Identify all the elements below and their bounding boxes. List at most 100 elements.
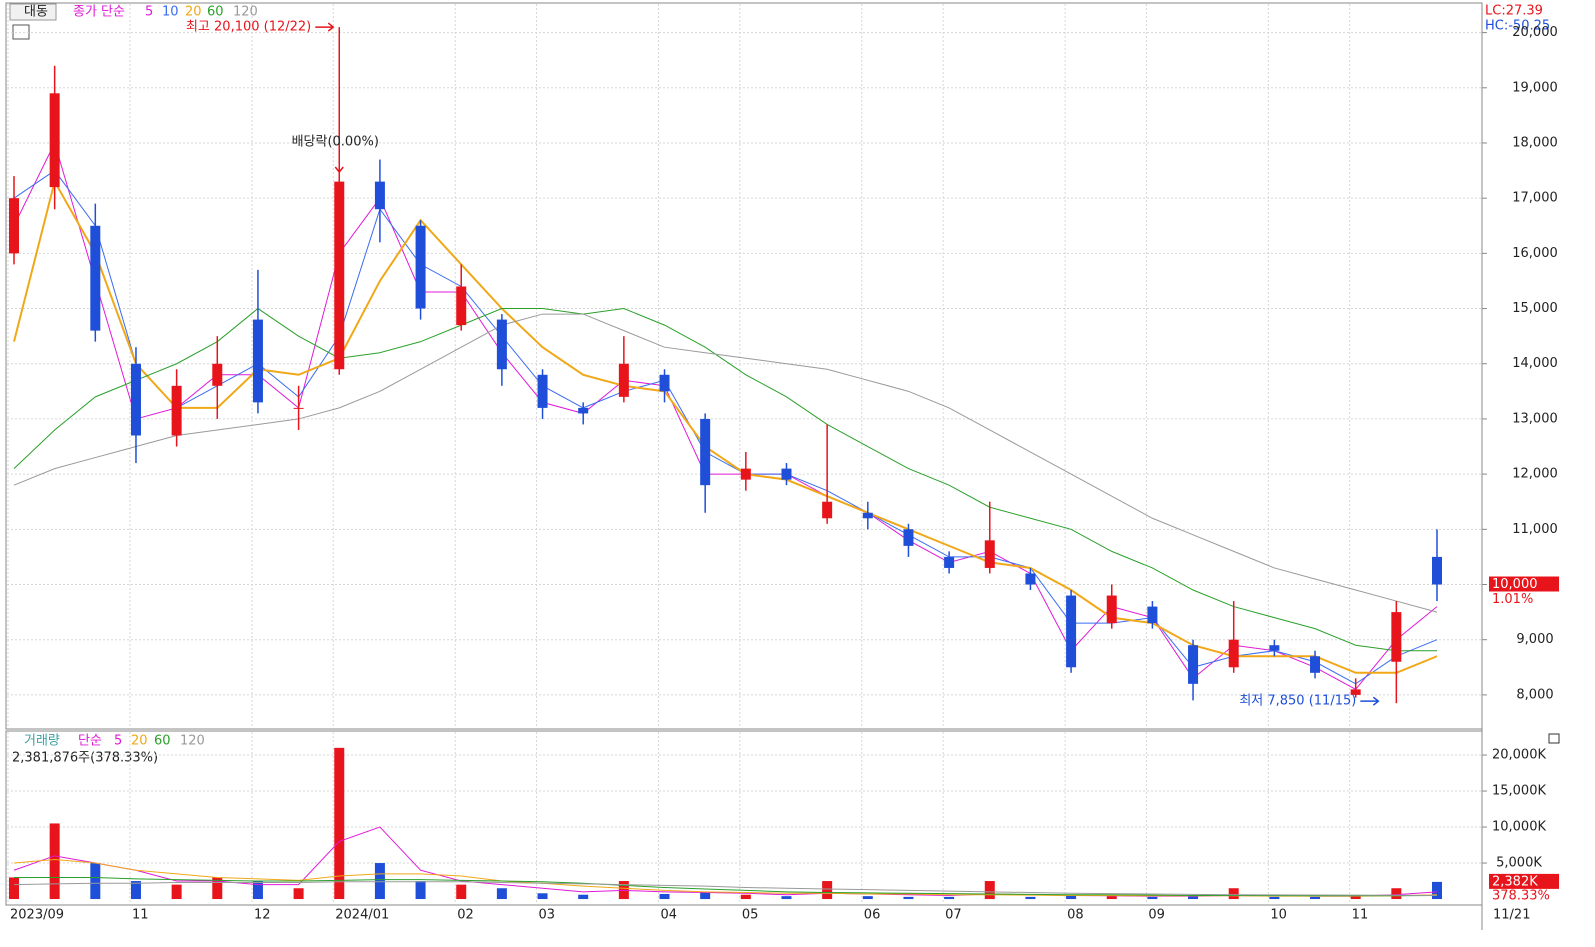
x-tick-label: 06	[864, 908, 881, 923]
volume-bar	[212, 877, 223, 900]
x-tick-label: 10	[1270, 908, 1287, 923]
x-tick-label: 05	[742, 908, 759, 923]
low-arrow	[1360, 696, 1380, 706]
title-box[interactable]	[9, 3, 57, 21]
x-tick-label: 2023/09	[10, 908, 64, 923]
candle-body	[1025, 573, 1036, 585]
hc-label: HC:-50.25	[1485, 19, 1550, 34]
candle-body	[822, 501, 833, 519]
volume-title: 거래량	[24, 734, 60, 749]
y-tick-label: 15,000K	[1492, 784, 1546, 799]
candle-body	[659, 374, 670, 392]
current-price-box	[1489, 576, 1559, 592]
volume-bar	[9, 877, 19, 900]
current-volume-label: 2,382K	[1492, 874, 1538, 889]
lc-label: LC:27.39	[1485, 4, 1543, 19]
candle-body	[862, 512, 873, 519]
volume-legend-label: 단순	[78, 734, 102, 749]
close-button[interactable]	[1548, 733, 1560, 744]
legend-entry: 60	[207, 5, 224, 20]
x-tick-label: 12	[254, 908, 271, 923]
candle-body	[740, 468, 751, 480]
volume-bar	[537, 893, 548, 900]
table-icon[interactable]	[12, 24, 30, 40]
x-tick-label: 08	[1067, 908, 1084, 923]
current-volume-box	[1489, 873, 1559, 889]
volume-bar	[1391, 888, 1402, 900]
ex-dividend-arrow	[334, 152, 344, 174]
y-tick-label: 12,000	[1512, 467, 1558, 482]
candle-body	[374, 181, 385, 210]
y-tick-label: 14,000	[1512, 356, 1558, 371]
candle-body	[1066, 595, 1077, 668]
volume-bar	[293, 888, 304, 900]
volume-bar	[171, 884, 182, 900]
volume-bar	[1066, 894, 1077, 900]
volume-info: 2,381,876주(378.33%)	[12, 751, 158, 766]
legend-entry: 60	[154, 734, 171, 749]
volume-bar	[1228, 888, 1239, 900]
candle-body	[1147, 606, 1158, 624]
candle-body	[1188, 645, 1199, 684]
volume-bar	[984, 881, 995, 900]
candle-body	[456, 286, 467, 326]
x-tick-label: 11	[1352, 908, 1369, 923]
candle-body	[700, 418, 711, 486]
candle-body	[1269, 645, 1280, 651]
y-tick-label: 10,000K	[1492, 820, 1546, 835]
y-tick-label: 9,000	[1516, 632, 1553, 647]
legend-entry: 120	[180, 734, 205, 749]
volume-bar	[1269, 896, 1280, 900]
volume-bar	[781, 896, 792, 900]
x-tick-label: 11/21	[1493, 908, 1530, 923]
legend-label: 종가 단순	[73, 5, 125, 20]
moving-average-line	[13, 307, 1437, 652]
x-tick-label: 2024/01	[335, 908, 389, 923]
volume-bar	[578, 894, 589, 900]
volume-bar	[1106, 896, 1117, 900]
y-tick-label: 19,000	[1512, 80, 1558, 95]
volume-bar	[944, 896, 955, 900]
candle-body	[415, 225, 426, 309]
x-tick-label: 11	[132, 908, 149, 923]
current-change-label: 1.01%	[1492, 592, 1533, 607]
candle-body	[1350, 689, 1361, 695]
y-tick-label: 20,000	[1512, 25, 1558, 40]
volume-bar	[374, 863, 385, 900]
volume-bar	[659, 894, 670, 900]
candle-body	[1228, 639, 1239, 668]
candle-body	[781, 468, 792, 480]
y-tick-label: 8,000	[1516, 687, 1553, 702]
legend-entry: 120	[233, 5, 258, 20]
moving-average-line	[13, 313, 1438, 613]
legend-entry: 10	[162, 5, 179, 20]
volume-bar	[1025, 896, 1036, 900]
candle-body	[1106, 595, 1117, 624]
candle-body	[1432, 556, 1442, 585]
y-tick-label: 16,000	[1512, 246, 1558, 261]
volume-bar	[130, 881, 141, 900]
candle-body	[496, 319, 507, 370]
x-tick-label: 02	[457, 908, 474, 923]
volume-bar	[252, 881, 263, 900]
volume-bar	[496, 888, 507, 900]
y-tick-label: 18,000	[1512, 135, 1558, 150]
legend-entry: 5	[145, 5, 153, 20]
y-tick-label: 11,000	[1512, 522, 1558, 537]
y-tick-label: 15,000	[1512, 301, 1558, 316]
candle-body	[212, 363, 223, 386]
volume-bar	[456, 884, 467, 900]
ex-dividend-annotation: 배당락(0.00%)	[292, 135, 379, 150]
volume-bar	[415, 881, 426, 900]
volume-bar	[90, 863, 101, 900]
candle-body	[334, 181, 345, 370]
volume-bar	[822, 881, 833, 900]
volume-bar	[1432, 881, 1442, 900]
volume-average-line	[14, 876, 1438, 897]
volume-bar	[700, 891, 711, 900]
candle-body	[293, 407, 304, 409]
y-tick-label: 5,000K	[1496, 856, 1542, 871]
volume-bar	[1147, 896, 1158, 900]
current-volume-change: 378.33%	[1492, 888, 1550, 903]
candle-body	[1391, 612, 1402, 662]
